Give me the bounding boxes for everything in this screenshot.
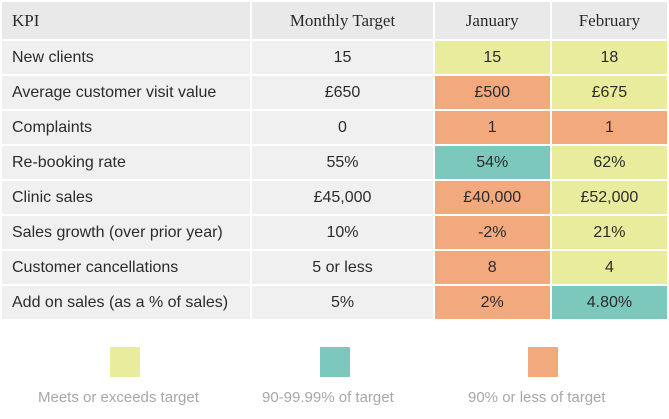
january-value: £40,000 [434, 181, 550, 214]
kpi-name: Sales growth (over prior year) [2, 216, 251, 249]
january-value: 8 [434, 251, 550, 284]
legend-swatch-close [320, 347, 350, 377]
header-february: February [551, 2, 667, 39]
kpi-name: Customer cancellations [2, 251, 251, 284]
header-monthly-target: Monthly Target [252, 2, 433, 39]
kpi-name: Average customer visit value [2, 76, 251, 109]
february-value: 1 [551, 111, 667, 144]
monthly-target: 55% [252, 146, 433, 179]
monthly-target: 0 [252, 111, 433, 144]
header-row: KPI Monthly Target January February [2, 2, 667, 39]
table-row: Sales growth (over prior year) 10% -2% 2… [2, 216, 667, 249]
january-value: -2% [434, 216, 550, 249]
legend-swatch-below [528, 347, 558, 377]
table-row: Customer cancellations 5 or less 8 4 [2, 251, 667, 284]
legend-swatch-meets [110, 347, 140, 377]
kpi-name: Clinic sales [2, 181, 251, 214]
legend-label-meets: Meets or exceeds target [38, 389, 199, 406]
table-row: Add on sales (as a % of sales) 5% 2% 4.8… [2, 286, 667, 319]
monthly-target: 15 [252, 41, 433, 74]
monthly-target: 10% [252, 216, 433, 249]
february-value: 21% [551, 216, 667, 249]
monthly-target: £45,000 [252, 181, 433, 214]
monthly-target: 5% [252, 286, 433, 319]
legend: Meets or exceeds target 90-99.99% of tar… [0, 345, 669, 419]
table-row: Average customer visit value £650 £500 £… [2, 76, 667, 109]
table-row: Re-booking rate 55% 54% 62% [2, 146, 667, 179]
january-value: £500 [434, 76, 550, 109]
kpi-name: Re-booking rate [2, 146, 251, 179]
january-value: 15 [434, 41, 550, 74]
kpi-name: Complaints [2, 111, 251, 144]
february-value: £675 [551, 76, 667, 109]
february-value: 18 [551, 41, 667, 74]
february-value: 4 [551, 251, 667, 284]
kpi-name: New clients [2, 41, 251, 74]
header-kpi: KPI [2, 2, 251, 39]
february-value: 4.80% [551, 286, 667, 319]
legend-label-close: 90-99.99% of target [262, 389, 394, 406]
table-row: Clinic sales £45,000 £40,000 £52,000 [2, 181, 667, 214]
header-january: January [434, 2, 550, 39]
monthly-target: £650 [252, 76, 433, 109]
february-value: 62% [551, 146, 667, 179]
table-row: New clients 15 15 18 [2, 41, 667, 74]
table-row: Complaints 0 1 1 [2, 111, 667, 144]
kpi-table: KPI Monthly Target January February New … [2, 2, 667, 319]
legend-label-below: 90% or less of target [468, 389, 606, 406]
kpi-name: Add on sales (as a % of sales) [2, 286, 251, 319]
january-value: 1 [434, 111, 550, 144]
monthly-target: 5 or less [252, 251, 433, 284]
january-value: 2% [434, 286, 550, 319]
february-value: £52,000 [551, 181, 667, 214]
january-value: 54% [434, 146, 550, 179]
